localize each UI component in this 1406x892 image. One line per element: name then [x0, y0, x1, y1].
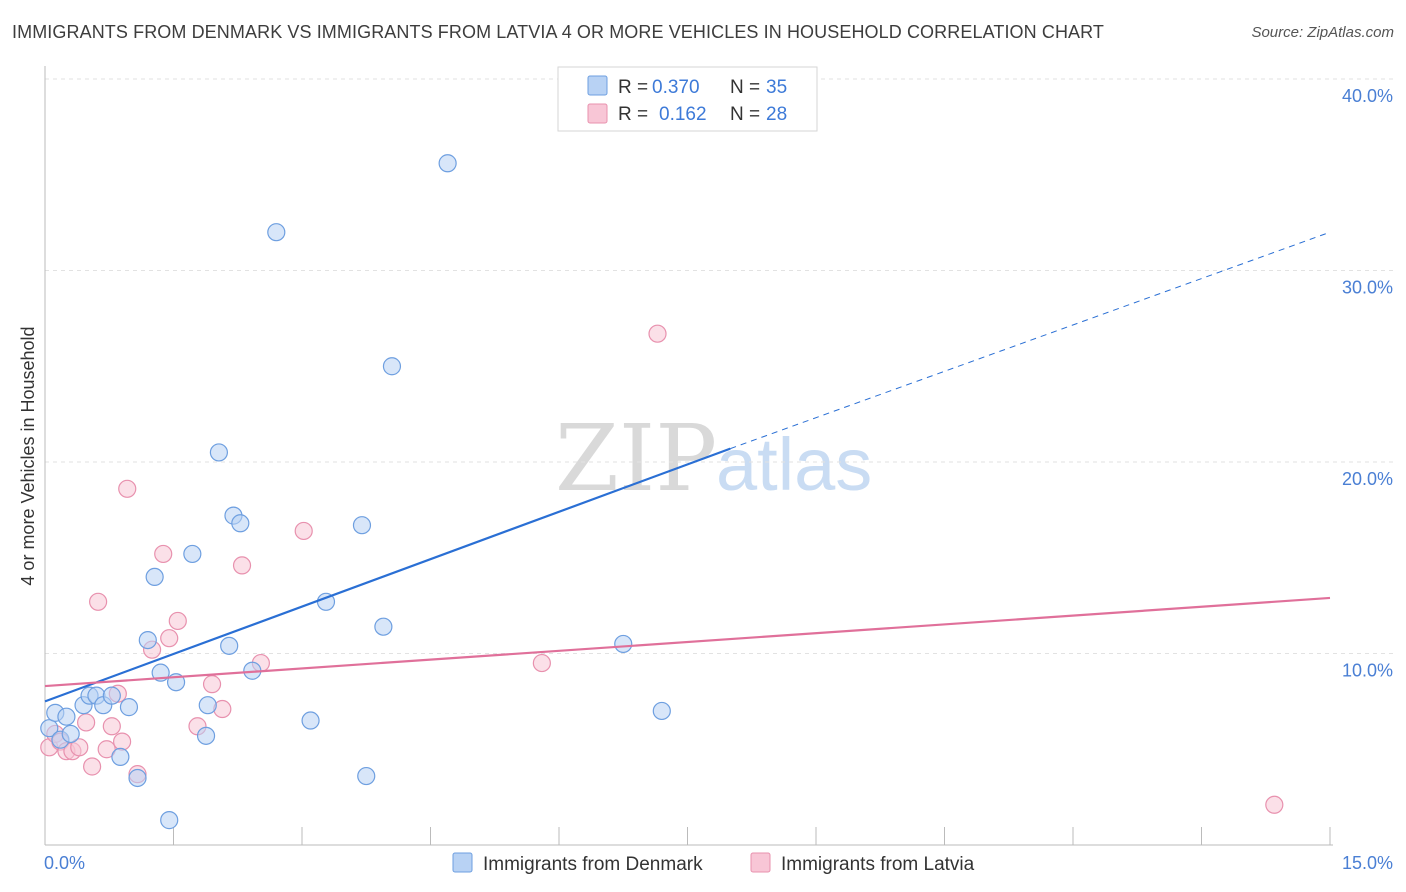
denmark-point-13	[138, 630, 157, 650]
latvia-point-16	[154, 544, 173, 564]
denmark-point-35	[652, 701, 671, 721]
denmark-point-26	[267, 223, 286, 242]
denmark-point-16	[160, 811, 179, 830]
latvia-point-8	[89, 592, 108, 611]
latvia-point-27	[1265, 795, 1284, 814]
legend-r-label-latvia: R =	[618, 104, 648, 125]
denmark-point-30	[357, 766, 376, 786]
trend-line-latvia	[44, 596, 1331, 688]
x-tick-label-max: 15.0%	[1342, 853, 1393, 873]
latvia-point-9	[97, 740, 116, 759]
y-tick-label-20: 20.0%	[1342, 469, 1393, 489]
denmark-point-12	[128, 768, 147, 788]
legend-r-denmark: 0.370	[652, 77, 700, 98]
latvia-point-26	[648, 324, 667, 343]
latvia-point-20	[202, 675, 222, 694]
latvia-point-10	[102, 717, 121, 736]
watermark-zip: ZIP	[555, 405, 717, 512]
denmark-point-34	[614, 634, 633, 654]
denmark-point-27	[301, 711, 320, 730]
y-tick-label-30: 30.0%	[1342, 278, 1393, 298]
denmark-point-21	[209, 443, 229, 462]
denmark-point-4	[61, 724, 80, 744]
latvia-point-12	[112, 732, 132, 751]
denmark-point-24	[231, 514, 250, 533]
latvia-point-22	[232, 556, 252, 575]
denmark-point-29	[352, 516, 372, 535]
chart-title: IMMIGRANTS FROM DENMARK VS IMMIGRANTS FR…	[12, 22, 1105, 42]
latvia-point-17	[160, 629, 179, 648]
legend-n-latvia: 28	[766, 104, 787, 125]
bottom-legend-latvia: Immigrants from Latvia	[781, 854, 975, 875]
legend-n-label-denmark: N =	[730, 77, 760, 98]
series-latvia-points	[40, 324, 1284, 814]
denmark-point-20	[198, 696, 217, 715]
latvia-point-18	[168, 611, 187, 631]
latvia-point-6	[77, 713, 96, 732]
latvia-point-7	[83, 757, 102, 776]
denmark-point-31	[374, 617, 393, 636]
latvia-point-24	[294, 521, 313, 541]
latvia-point-25	[532, 653, 551, 673]
y-axis-title: 4 or more Vehicles in Household	[18, 326, 38, 585]
denmark-point-14	[145, 567, 164, 587]
y-tick-labels: 10.0% 20.0% 30.0% 40.0%	[1342, 86, 1393, 681]
y-tick-label-40: 40.0%	[1342, 86, 1393, 106]
source-label: Source: ZipAtlas.com	[1251, 24, 1394, 41]
trend-lines	[44, 231, 1331, 703]
x-tick-label-min: 0.0%	[44, 853, 85, 873]
denmark-point-22	[220, 636, 239, 655]
bottom-legend: Immigrants from Denmark Immigrants from …	[452, 852, 975, 875]
trend-line-denmark	[44, 447, 731, 703]
bottom-legend-swatch-denmark	[452, 852, 473, 873]
bottom-legend-denmark: Immigrants from Denmark	[483, 854, 703, 875]
y-tick-label-10: 10.0%	[1342, 661, 1393, 681]
denmark-point-3	[57, 707, 76, 726]
series-denmark-points	[40, 154, 671, 830]
bottom-legend-swatch-latvia	[750, 852, 771, 873]
denmark-point-19	[196, 726, 216, 745]
denmark-point-9	[102, 686, 121, 705]
legend: R = 0.370 N = 35 R = 0.162 N = 28	[557, 66, 818, 132]
legend-r-latvia: 0.162	[659, 104, 707, 125]
denmark-point-10	[111, 747, 130, 767]
denmark-point-18	[183, 544, 202, 564]
legend-n-denmark: 35	[766, 77, 787, 98]
legend-swatch-denmark	[587, 75, 608, 96]
legend-r-label-denmark: R =	[618, 77, 648, 98]
legend-n-label-latvia: N =	[730, 104, 760, 125]
gridlines	[45, 78, 1393, 654]
legend-swatch-latvia	[587, 103, 608, 124]
latvia-point-5	[70, 738, 89, 757]
watermark-atlas: atlas	[716, 423, 872, 506]
latvia-point-13	[118, 479, 137, 498]
trend-line-denmark-extension	[730, 231, 1331, 450]
denmark-point-11	[119, 698, 139, 717]
denmark-point-32	[382, 357, 402, 376]
axes	[44, 66, 1333, 846]
x-ticks	[44, 827, 1331, 845]
denmark-point-33	[438, 154, 457, 173]
